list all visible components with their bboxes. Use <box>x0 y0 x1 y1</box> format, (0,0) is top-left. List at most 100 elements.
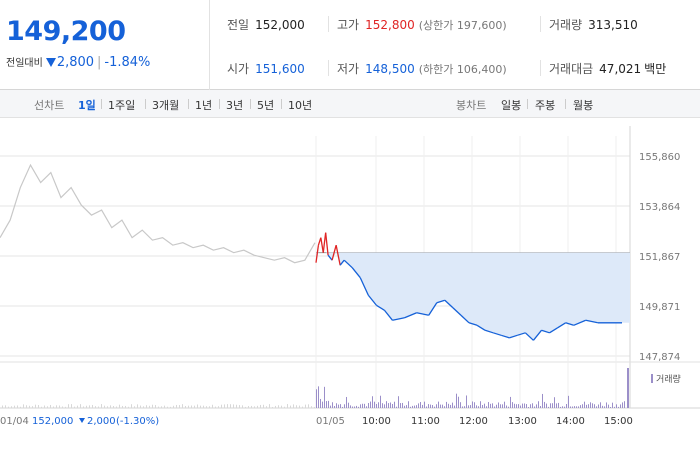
volume-bar-prev-day <box>212 404 213 408</box>
price-segment-down <box>404 312 417 319</box>
volume-bar-prev-day <box>245 406 246 408</box>
volume-bar <box>422 404 423 408</box>
volume-bar <box>426 406 427 408</box>
volume-bar <box>368 403 369 408</box>
volume-bar-prev-day <box>167 406 168 408</box>
price-segment-down <box>339 259 345 266</box>
volume-bar <box>446 401 447 408</box>
volume-bar-prev-day <box>275 405 276 408</box>
volume-bar-prev-day <box>143 406 144 408</box>
volume-bar <box>596 406 597 408</box>
tab-divider <box>219 99 220 109</box>
volume-bar-prev-day <box>89 405 90 408</box>
volume-bar <box>592 403 593 408</box>
price-segment-down <box>532 329 542 341</box>
price-segment-down <box>524 332 534 341</box>
volume-bar <box>320 398 321 408</box>
volume-bar <box>466 395 467 408</box>
price-segment-up <box>335 245 341 266</box>
tab-10-year[interactable]: 10년 <box>288 99 313 112</box>
price-segment-down <box>501 334 510 339</box>
volume-bar <box>400 403 401 408</box>
upper-limit: (상한가 197,600) <box>418 19 507 32</box>
volume-legend-marker <box>651 374 653 383</box>
below-prev-close-area <box>316 252 630 341</box>
tab-divider <box>145 99 146 109</box>
x-tick-label: 12:00 <box>459 416 488 427</box>
volume-bar-prev-day <box>179 405 180 408</box>
volume-bar-prev-day <box>230 404 231 408</box>
volume-bar <box>558 402 559 408</box>
amount-stat: 거래대금 47,021 백만 <box>549 60 666 77</box>
volume-bar <box>432 405 433 408</box>
tab-3-year[interactable]: 3년 <box>226 99 244 112</box>
volume-bar <box>530 404 531 408</box>
volume-bar <box>362 403 363 408</box>
volume-bar <box>510 396 511 408</box>
volume-bar-prev-day <box>113 406 114 408</box>
tab-weekly-candle[interactable]: 주봉 <box>535 99 556 112</box>
volume-bar-prev-day <box>182 404 183 408</box>
volume-bar <box>448 403 449 408</box>
tab-1-year[interactable]: 1년 <box>195 99 213 112</box>
volume-bar <box>366 406 367 408</box>
tab-monthly-candle[interactable]: 월봉 <box>573 99 594 112</box>
volume-bar <box>588 404 589 408</box>
tab-1-day[interactable]: 1일 <box>78 99 96 112</box>
price-segment-down <box>428 302 438 316</box>
volume-bar-prev-day <box>140 405 141 408</box>
volume-bar <box>544 401 545 408</box>
volume-bar <box>618 406 619 408</box>
volume-bar <box>408 401 409 408</box>
volume-bar-prev-day <box>134 406 135 408</box>
volume-bar <box>612 402 613 408</box>
tab-3-month[interactable]: 3개월 <box>152 99 180 112</box>
price-segment-up <box>325 232 329 256</box>
y-tick-label: 155,860 <box>639 152 680 163</box>
volume-bar-prev-day <box>149 405 150 408</box>
volume-bar-prev-day <box>128 406 129 408</box>
volume-bar-prev-day <box>125 405 126 408</box>
volume-bar <box>482 404 483 408</box>
open-stat: 시가 151,600 <box>227 60 305 77</box>
volume-bar-prev-day <box>251 405 252 408</box>
volume-bar-prev-day <box>131 404 132 408</box>
volume-bar <box>484 403 485 408</box>
volume-bar <box>564 406 565 408</box>
volume-bar-prev-day <box>44 405 45 408</box>
volume-bar-prev-day <box>176 404 177 408</box>
volume-bar-prev-day <box>152 404 153 408</box>
volume-bar <box>404 405 405 408</box>
volume-bar <box>602 405 603 408</box>
volume-bar-prev-day <box>290 405 291 408</box>
volume-bar <box>406 405 407 408</box>
change-row: 전일대비 2,800 | -1.84% <box>6 54 150 70</box>
volume-bar <box>538 401 539 408</box>
tab-daily-candle[interactable]: 일봉 <box>501 99 522 112</box>
volume-bar <box>346 396 347 408</box>
volume-bar-prev-day <box>281 405 282 408</box>
volume-bar <box>480 401 481 408</box>
volume-bar-prev-day <box>11 406 12 408</box>
tab-1-week[interactable]: 1주일 <box>108 99 136 112</box>
volume-bar-prev-day <box>137 404 138 408</box>
volume-bar-prev-day <box>50 404 51 408</box>
volume-bar-prev-day <box>299 405 300 408</box>
current-price: 149,200 <box>6 16 126 47</box>
tab-5-year[interactable]: 5년 <box>257 99 275 112</box>
volume-bar-prev-day <box>98 406 99 408</box>
volume-bar <box>318 386 319 408</box>
volume-bar <box>568 395 569 408</box>
price-chart[interactable]: 155,860 153,864 151,867 149,871 147,874 거래량 01… <box>0 118 700 450</box>
volume-bar-prev-day <box>215 406 216 408</box>
volume-bar-prev-day <box>284 406 285 408</box>
volume-bar-prev-day <box>287 404 288 408</box>
open-value: 151,600 <box>255 62 305 76</box>
tab-divider <box>188 99 189 109</box>
volume-bar <box>352 406 353 408</box>
volume-bar <box>364 403 365 408</box>
prev-close-label: 전일 <box>227 18 250 32</box>
volume-bar <box>502 404 503 408</box>
volume-bar <box>506 405 507 408</box>
price-chart-svg[interactable]: 155,860 153,864 151,867 149,871 147,874 거래량 01… <box>0 118 700 450</box>
